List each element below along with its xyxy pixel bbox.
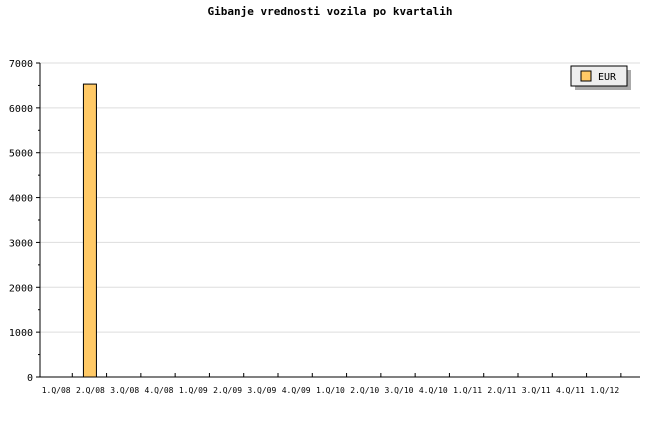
x-tick-label: 1.Q/11: [453, 386, 482, 395]
x-tick-label: 4.Q/10: [419, 386, 448, 395]
y-tick-label: 7000: [9, 59, 33, 70]
x-tick-label: 4.Q/11: [556, 386, 585, 395]
x-tick-label: 1.Q/10: [316, 386, 345, 395]
y-tick-label: 4000: [9, 194, 33, 205]
x-tick-label: 2.Q/08: [76, 386, 105, 395]
x-tick-label: 1.Q/08: [42, 386, 71, 395]
x-tick-label: 1.Q/09: [179, 386, 208, 395]
y-tick-label: 2000: [9, 283, 33, 294]
y-tick-label: 5000: [9, 149, 33, 160]
x-tick-label: 3.Q/10: [385, 386, 414, 395]
chart-title: Gibanje vrednosti vozila po kvartalih: [207, 5, 452, 18]
y-tick-label: 0: [27, 373, 33, 384]
x-tick-label: 1.Q/12: [590, 386, 619, 395]
x-tick-label: 3.Q/09: [247, 386, 276, 395]
y-tick-label: 6000: [9, 104, 33, 115]
y-tick-label: 1000: [9, 328, 33, 339]
x-tick-label: 3.Q/08: [110, 386, 139, 395]
x-tick-label: 2.Q/11: [487, 386, 516, 395]
x-tick-label: 2.Q/09: [213, 386, 242, 395]
y-tick-label: 3000: [9, 238, 33, 249]
x-tick-label: 4.Q/09: [282, 386, 311, 395]
bar: [82, 83, 97, 378]
legend-swatch: [580, 70, 592, 82]
legend: EUR: [570, 65, 631, 90]
legend-label: EUR: [598, 72, 617, 83]
x-tick-label: 4.Q/08: [145, 386, 174, 395]
x-tick-label: 3.Q/11: [522, 386, 551, 395]
x-tick-label: 2.Q/10: [350, 386, 379, 395]
